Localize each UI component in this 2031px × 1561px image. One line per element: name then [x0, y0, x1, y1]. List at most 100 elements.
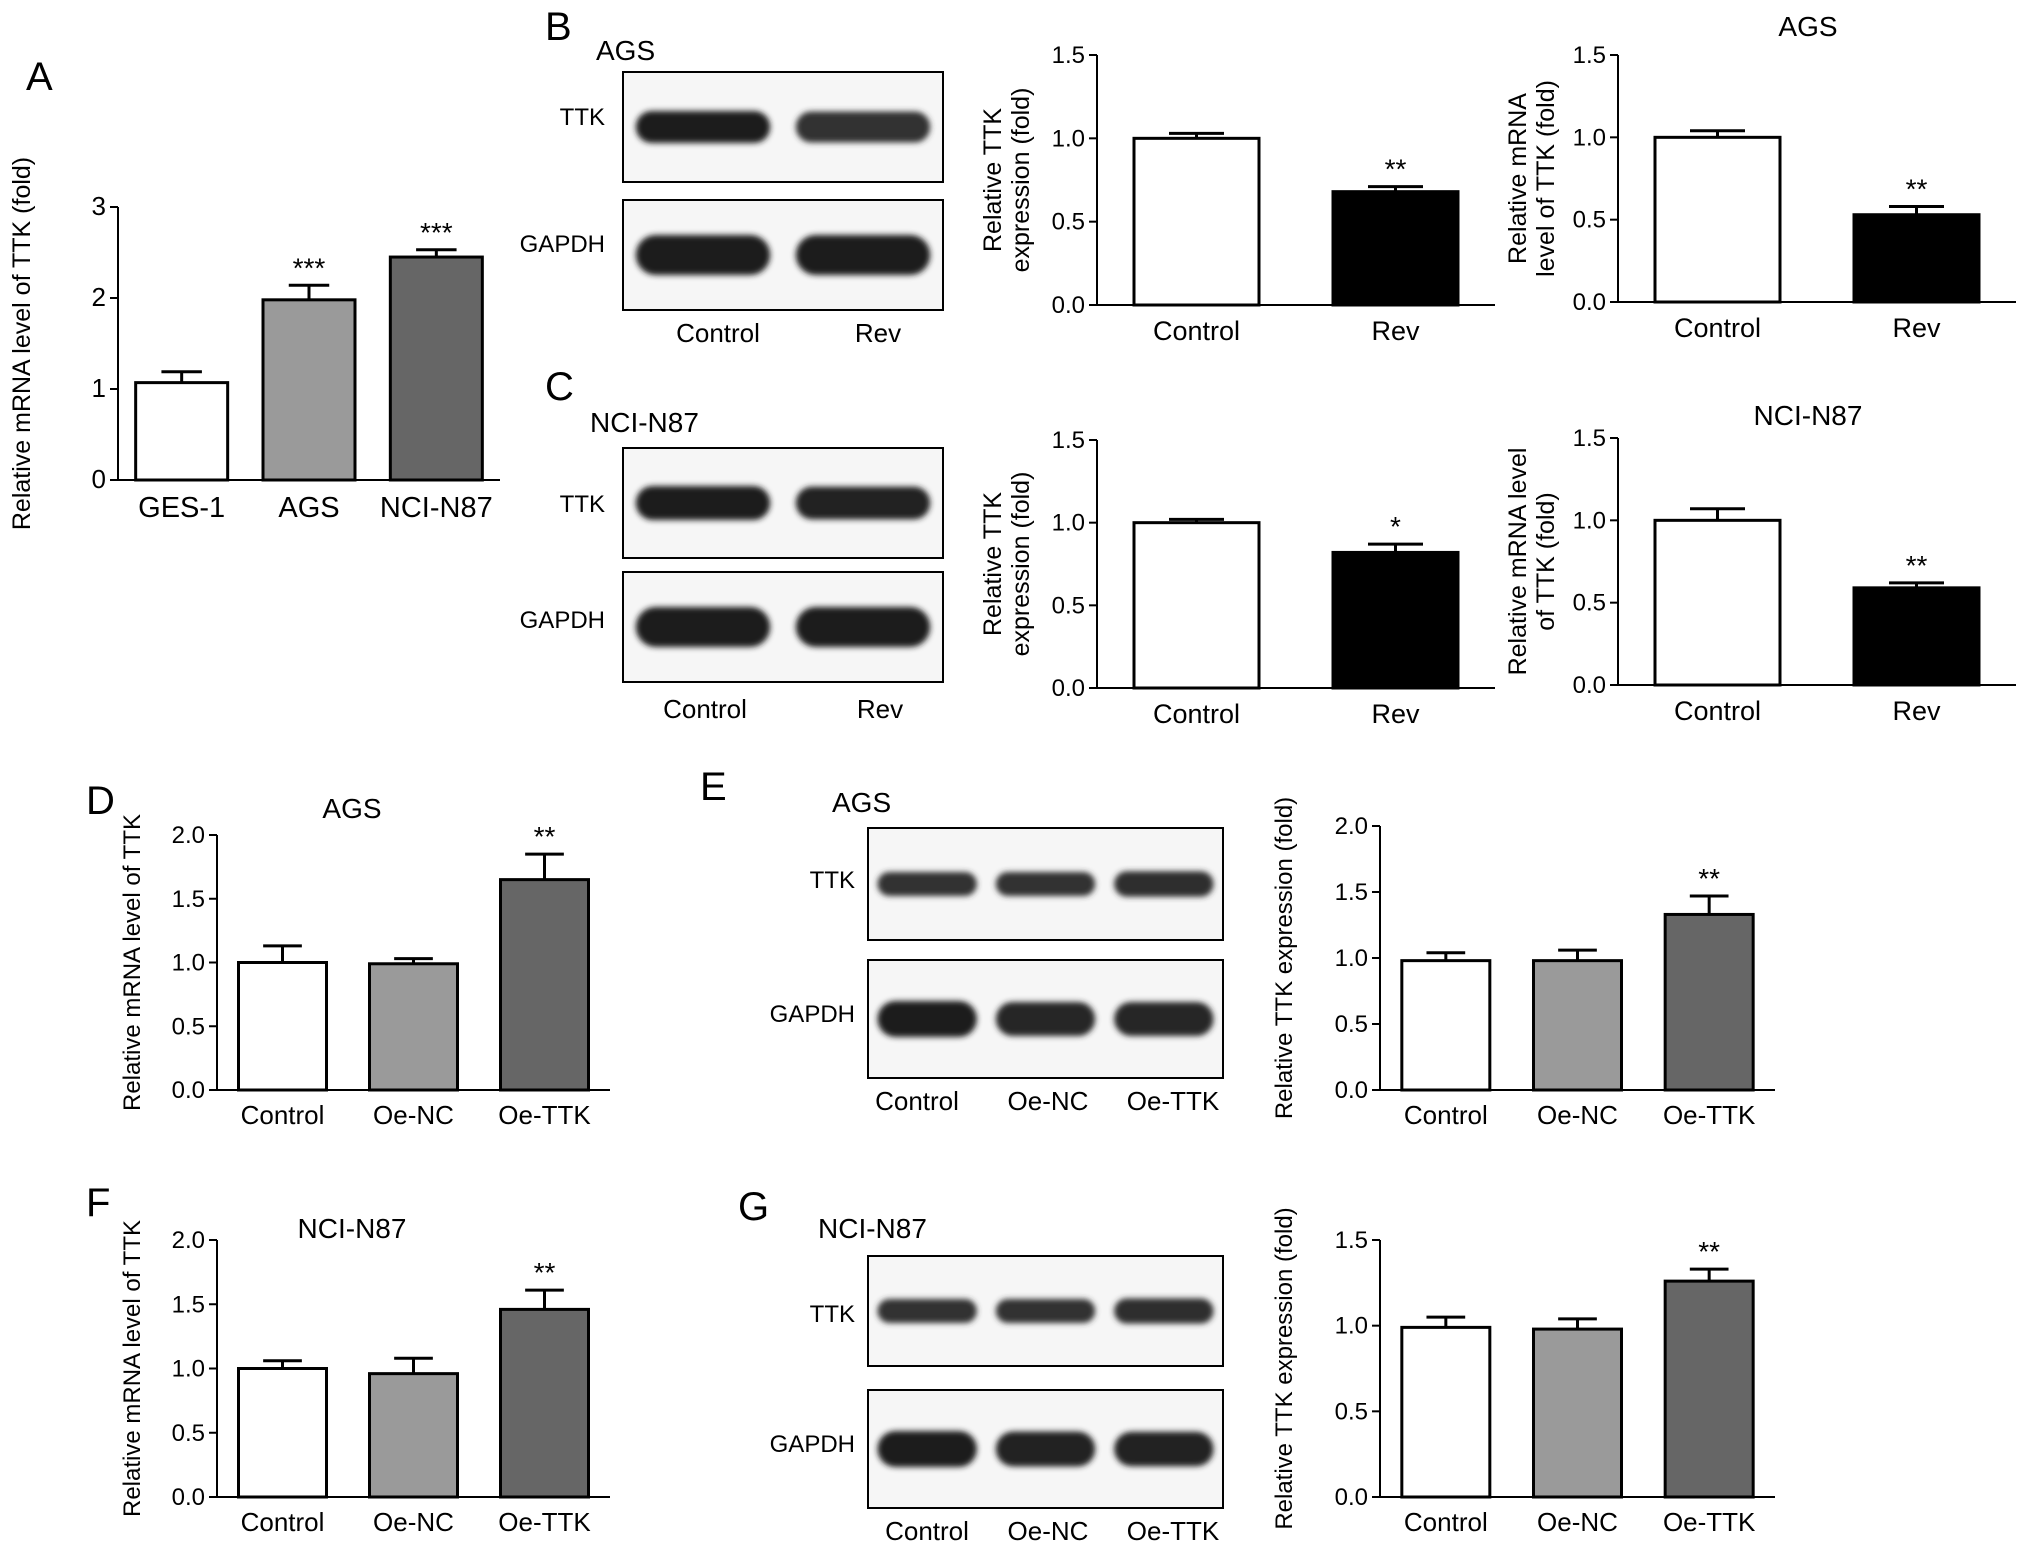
bar-control: [237, 1367, 328, 1499]
blot-band-gapdh-oe-nc: [995, 1431, 1096, 1467]
significance-label: **: [534, 1257, 556, 1288]
panel-letter-f: F: [86, 1181, 110, 1225]
blot-row-label: TTK: [810, 1301, 855, 1328]
blot-band-gapdh-oe-nc: [995, 1002, 1096, 1036]
bar-control: [1653, 135, 1782, 304]
significance-label: ***: [293, 252, 326, 283]
x-tick-label: Rev: [1371, 699, 1420, 729]
x-tick-label: Control: [1674, 696, 1761, 726]
panel-letter-a: A: [26, 55, 53, 99]
bar-rev: [1852, 586, 1981, 687]
chart-panel-b-1: 0.0 0.5 1.0 1.5 Relative TTKexpression (fold…: [979, 42, 1495, 346]
blot-band-ttk-control: [635, 486, 771, 520]
y-tick-label: 0.0: [172, 1077, 205, 1104]
x-tick-label: Control: [241, 1100, 325, 1130]
panel-letter-b: B: [545, 5, 572, 49]
blot-lane-label: Rev: [855, 318, 901, 348]
x-tick-label: Rev: [1371, 316, 1420, 346]
blot-title: NCI-N87: [590, 407, 699, 438]
y-tick-label: 2: [92, 282, 106, 312]
y-tick-label: 1.0: [1573, 507, 1606, 534]
y-tick-label: 0.0: [1335, 1484, 1368, 1511]
y-tick-label: 1.5: [1335, 879, 1368, 906]
chart-panel-a-0: 0 1 2 3 Relative mRNA level of TTK (fold) GES…: [8, 157, 500, 530]
y-tick-label: 0.5: [1573, 207, 1606, 234]
y-tick-label: 0.5: [1335, 1398, 1368, 1425]
bar-control: [237, 961, 328, 1092]
blot-lane-label: Oe-TTK: [1127, 1516, 1220, 1546]
bar-oe-ttk: [499, 1307, 590, 1499]
x-tick-label: Control: [241, 1507, 325, 1537]
blot-lane-label: Control: [885, 1516, 969, 1546]
chart-panel-b-2: 0.0 0.5 1.0 1.5 Relative mRNAlevel of TTK (f…: [1504, 11, 2016, 343]
y-tick-label: 1.0: [172, 950, 205, 977]
significance-label: **: [1698, 863, 1720, 894]
x-tick-label: Oe-TTK: [1663, 1100, 1756, 1130]
blot-panel-c: NCI-N87 TTK GAPDH Control Rev: [520, 407, 944, 724]
blot-row-label: TTK: [560, 491, 605, 518]
significance-label: *: [1390, 511, 1401, 542]
x-tick-label: GES-1: [138, 492, 225, 524]
x-tick-label: Oe-TTK: [498, 1100, 591, 1130]
blot-band-ttk-rev: [795, 486, 931, 520]
y-tick-label: 1.0: [1335, 1313, 1368, 1340]
y-axis-label: Relative mRNA level of TTK (fold): [8, 157, 36, 530]
y-tick-label: 1.0: [1052, 125, 1085, 152]
y-tick-label: 1.5: [1052, 427, 1085, 454]
bar-control: [1400, 959, 1492, 1092]
blot-band-gapdh-control: [635, 235, 771, 275]
bar-control: [1132, 521, 1261, 690]
x-tick-label: Control: [1153, 699, 1240, 729]
y-tick-label: 0.0: [1573, 672, 1606, 699]
chart-panel-c-3: 0.0 0.5 1.0 1.5 Relative TTKexpression (fold…: [979, 427, 1495, 729]
y-axis-label: Relative TTK expression (fold): [1271, 1207, 1298, 1529]
significance-label: **: [1906, 173, 1928, 204]
y-tick-label: 1.0: [1335, 945, 1368, 972]
y-tick-label: 1.5: [172, 1291, 205, 1318]
blot-panel-g: NCI-N87 TTK GAPDH Control Oe-NC Oe-TTK: [770, 1213, 1224, 1546]
y-tick-label: 2.0: [1335, 813, 1368, 840]
significance-label: **: [534, 821, 556, 852]
blot-lane-label: Oe-TTK: [1127, 1086, 1220, 1116]
y-tick-label: 0: [92, 464, 106, 494]
y-tick-label: 1.5: [1335, 1227, 1368, 1254]
bar-ags: [261, 298, 357, 482]
blot-title: AGS: [596, 35, 655, 66]
blot-band-ttk-oe-ttk: [1114, 1298, 1214, 1324]
y-axis-label: Relative mRNA levelof TTK (fold): [1504, 448, 1560, 676]
blot-title: NCI-N87: [818, 1213, 927, 1244]
blot-panel-b: AGS TTK GAPDH Control Rev: [520, 35, 944, 348]
y-tick-label: 1.5: [1573, 425, 1606, 452]
blot-band-gapdh-oe-ttk: [1114, 1002, 1214, 1036]
x-tick-label: Control: [1674, 313, 1761, 343]
panel-letter-c: C: [545, 365, 574, 409]
x-tick-label: Control: [1404, 1100, 1488, 1130]
bar-oe-nc: [1532, 1327, 1623, 1499]
y-tick-label: 1: [92, 373, 106, 403]
x-tick-label: Control: [1404, 1507, 1488, 1537]
bar-control: [1653, 518, 1782, 687]
blot-band-ttk-control: [635, 111, 771, 143]
y-tick-label: 1.0: [1573, 124, 1606, 151]
y-axis-label: Relative TTK expression (fold): [1271, 797, 1298, 1119]
chart-title: NCI-N87: [1754, 400, 1863, 431]
y-tick-label: 0.5: [172, 1420, 205, 1447]
y-tick-label: 3: [92, 191, 106, 221]
x-tick-label: Oe-NC: [1537, 1100, 1618, 1130]
y-tick-label: 1.0: [1052, 510, 1085, 537]
chart-panel-f-7: 0.0 0.5 1.0 1.5 2.0 Relative mRNA level of TT…: [119, 1213, 610, 1537]
blot-band-gapdh-control: [877, 1431, 977, 1467]
y-axis-label: Relative TTKexpression (fold): [979, 88, 1035, 273]
y-tick-label: 1.5: [1052, 42, 1085, 69]
x-tick-label: Oe-NC: [1537, 1507, 1618, 1537]
y-axis-label: Relative mRNA level of TTK: [119, 1220, 146, 1517]
y-axis-label: Relative mRNA level of TTK: [119, 814, 146, 1111]
blot-band-gapdh-control: [877, 1001, 977, 1037]
chart-panel-e-6: 0.0 0.5 1.0 1.5 2.0 Relative TTK expression (…: [1271, 797, 1775, 1130]
blot-band-ttk-oe-nc: [995, 1299, 1096, 1323]
blot-band-ttk-oe-nc: [995, 872, 1096, 896]
panel-letter-d: D: [86, 779, 115, 823]
blot-band-ttk-control: [877, 1299, 977, 1323]
y-tick-label: 0.5: [1052, 209, 1085, 236]
